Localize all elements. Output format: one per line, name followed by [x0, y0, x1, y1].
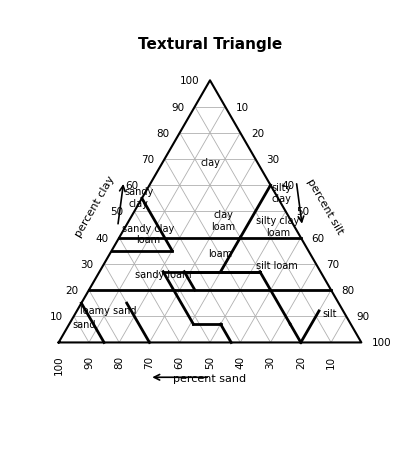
Text: 90: 90: [357, 312, 370, 322]
Text: 30: 30: [265, 355, 276, 368]
Text: sandy clay
loam: sandy clay loam: [122, 223, 174, 245]
Text: 70: 70: [141, 155, 154, 165]
Text: 80: 80: [156, 129, 169, 138]
Text: 50: 50: [205, 355, 215, 368]
Text: 60: 60: [126, 181, 139, 191]
Text: 100: 100: [54, 355, 64, 374]
Text: 30: 30: [266, 155, 279, 165]
Text: silty
clay: silty clay: [271, 182, 291, 204]
Text: 20: 20: [65, 285, 78, 295]
Text: 80: 80: [114, 355, 124, 368]
Text: percent silt: percent silt: [305, 176, 345, 235]
Text: sand: sand: [72, 320, 95, 330]
Text: 40: 40: [95, 233, 109, 243]
Text: 30: 30: [80, 259, 94, 269]
Text: silt loam: silt loam: [256, 261, 297, 271]
Text: clay: clay: [200, 158, 220, 168]
Text: 100: 100: [180, 76, 200, 86]
Text: 60: 60: [311, 233, 325, 243]
Text: 20: 20: [251, 129, 264, 138]
Title: Textural Triangle: Textural Triangle: [138, 37, 282, 52]
Text: 60: 60: [175, 355, 185, 368]
Text: loam: loam: [209, 249, 233, 258]
Text: loamy sand: loamy sand: [80, 305, 137, 315]
Text: 20: 20: [296, 355, 306, 368]
Text: sandy
clay: sandy clay: [124, 187, 153, 208]
Text: 10: 10: [236, 102, 249, 112]
Text: 40: 40: [235, 355, 245, 368]
Text: silt: silt: [322, 308, 337, 318]
Text: 50: 50: [110, 207, 124, 217]
Text: 40: 40: [281, 181, 294, 191]
Text: 90: 90: [84, 355, 94, 368]
Text: 70: 70: [326, 259, 340, 269]
Text: sandy loam: sandy loam: [135, 270, 192, 280]
Text: percent sand: percent sand: [173, 373, 247, 383]
Text: 100: 100: [372, 338, 391, 348]
Text: 50: 50: [296, 207, 310, 217]
Text: 10: 10: [326, 355, 336, 368]
Text: 90: 90: [171, 102, 184, 112]
Text: 10: 10: [50, 312, 63, 322]
Text: 80: 80: [342, 285, 355, 295]
Text: clay
loam: clay loam: [212, 210, 236, 231]
Text: silty clay
loam: silty clay loam: [257, 216, 300, 237]
Text: 70: 70: [144, 355, 155, 368]
Text: percent clay: percent clay: [74, 174, 117, 238]
